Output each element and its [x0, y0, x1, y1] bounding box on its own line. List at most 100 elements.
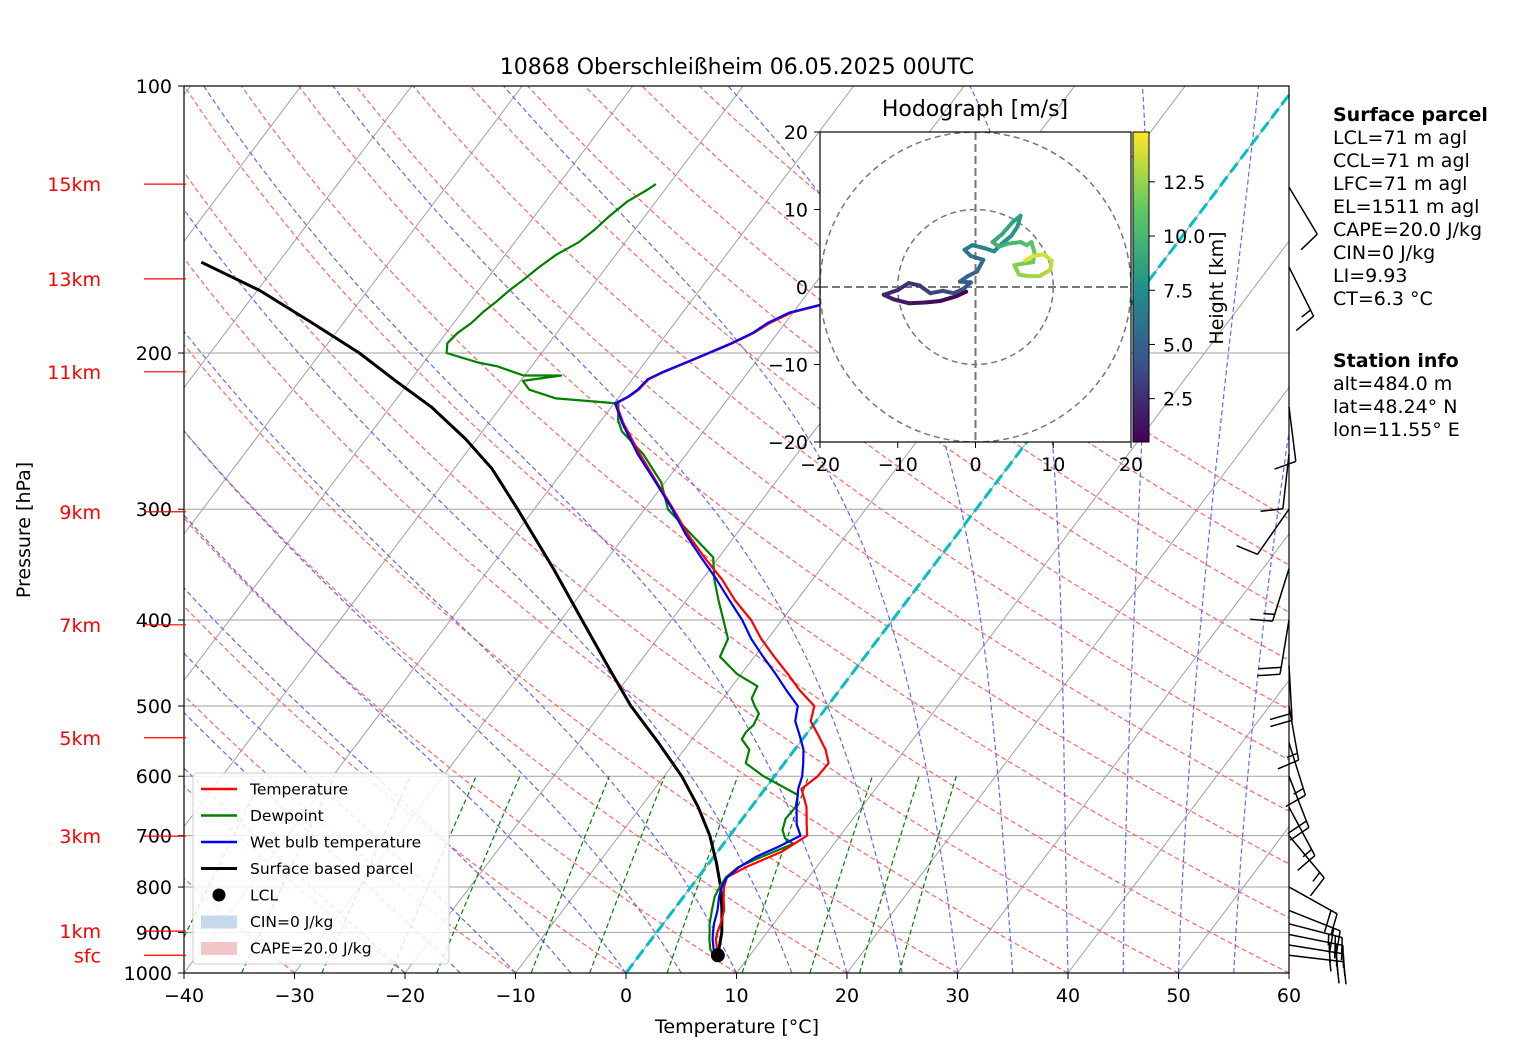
hodograph-segment — [968, 254, 986, 262]
moist-adiabat — [184, 652, 516, 973]
hodograph-segment — [999, 219, 1015, 237]
hodograph-trace — [881, 213, 1054, 306]
legend: Temperature Dewpoint Wet bulb temperature S… — [192, 772, 450, 965]
isotherm-line — [184, 86, 634, 682]
zero-isotherm — [624, 92, 1289, 973]
isotherm-line — [184, 86, 413, 389]
colorbar-tick-label: 10.0 — [1163, 226, 1205, 248]
dry-adiabat — [412, 86, 1289, 761]
wind-barb — [1288, 909, 1341, 954]
colorbar — [1132, 131, 1150, 443]
height-label: 3km — [59, 826, 101, 848]
hodograph-segment — [881, 288, 900, 297]
wind-barb — [1288, 266, 1315, 332]
x-tick-label: −40 — [164, 985, 204, 1007]
surface-parcel-line: CCL=71 m agl — [1333, 150, 1470, 172]
x-tick-label: −30 — [274, 985, 314, 1007]
chart-title: 10868 Oberschleißheim 06.05.2025 00UTC — [500, 55, 975, 80]
mixing-ratio-line — [589, 775, 666, 973]
legend-label: CAPE=20.0 J/kg — [250, 940, 372, 958]
wind-barb — [1288, 933, 1345, 968]
height-label: 7km — [59, 615, 101, 637]
moist-adiabat — [1177, 86, 1260, 973]
wind-barb — [1288, 835, 1325, 897]
legend-label: Temperature — [249, 781, 348, 799]
wind-barb — [1260, 454, 1290, 513]
y-tick-label: 200 — [136, 343, 172, 365]
surface-parcel-line: EL=1511 m agl — [1333, 196, 1480, 218]
y-tick-label: 500 — [136, 696, 172, 718]
dry-adiabat — [698, 86, 1289, 520]
wind-barb — [1236, 508, 1290, 555]
x-axis-label: Temperature [°C] — [654, 1016, 819, 1038]
station-info-line: lat=48.24° N — [1333, 396, 1458, 418]
hodograph-segment — [928, 288, 945, 296]
x-tick-label: 40 — [1056, 985, 1080, 1007]
x-tick-label: −20 — [385, 985, 425, 1007]
legend-swatch-dot — [212, 888, 226, 902]
x-tick-label: 60 — [1277, 985, 1301, 1007]
surface-parcel-line: LCL=71 m agl — [1333, 127, 1468, 149]
series-dewpoint-line — [445, 183, 799, 956]
wind-barb — [1288, 186, 1318, 251]
hodograph-segment — [907, 300, 927, 306]
dry-adiabat — [184, 343, 958, 973]
mixing-ratio-line — [666, 775, 739, 973]
hodograph-segment — [970, 243, 987, 251]
station-info-line: lon=11.55° E — [1333, 419, 1460, 441]
hodograph-y-tick-label: −10 — [768, 355, 808, 377]
moist-adiabat — [203, 86, 848, 973]
wind-barbs — [1236, 186, 1347, 985]
dry-adiabat — [298, 86, 1289, 865]
hodograph: Hodograph [m/s] −20−20 −10 −10 0 0 10 10 20 20 2… — [768, 97, 1228, 476]
wind-barb — [1288, 923, 1343, 961]
colorbar-tick-label: 12.5 — [1163, 172, 1205, 194]
dry-adiabats — [184, 86, 1289, 973]
legend-label: Dewpoint — [250, 807, 324, 825]
hodograph-y-tick-label: 0 — [796, 277, 808, 299]
mixing-ratio-line — [809, 776, 873, 973]
wind-barb — [1288, 886, 1338, 936]
isotherm-line — [184, 86, 302, 243]
colorbar-tick-label: 7.5 — [1163, 280, 1193, 302]
surface-parcel-line: CAPE=20.0 J/kg — [1333, 219, 1483, 241]
y-tick-label: 300 — [136, 499, 172, 521]
mixing-ratio-line — [859, 776, 920, 973]
y-tick-label: 900 — [136, 922, 172, 944]
moist-adiabat — [184, 514, 627, 973]
colorbar-tick-label: 5.0 — [1163, 334, 1193, 356]
station-info-title: Station info — [1333, 350, 1459, 372]
hodograph-segment — [917, 283, 933, 296]
legend-label: Surface based parcel — [250, 860, 413, 878]
lcl-marker — [710, 948, 725, 963]
height-label: sfc — [74, 945, 101, 967]
surface-parcel-line: CT=6.3 °C — [1333, 288, 1433, 310]
station-info-panel: Station info alt=484.0 m lat=48.24° N lo… — [1333, 350, 1460, 442]
hodograph-x-tick-label: 10 — [1041, 454, 1065, 476]
dry-adiabat — [184, 517, 737, 973]
hodograph-x-tick-label: 0 — [969, 454, 981, 476]
height-label: 5km — [59, 728, 101, 750]
hodograph-x-tick-label: 20 — [1119, 454, 1143, 476]
dry-adiabat — [184, 171, 1179, 973]
legend-label: CIN=0 J/kg — [250, 913, 333, 931]
hodograph-ticks: −20−20 −10 −10 0 0 10 10 20 20 — [768, 122, 1143, 476]
isotherm-line — [1067, 679, 1289, 973]
moist-adiabat — [184, 330, 738, 973]
mixing-ratio-line — [898, 776, 957, 973]
dry-adiabat — [184, 257, 1069, 973]
height-label: 13km — [47, 269, 101, 291]
x-axis-ticks: −40 −30 −20 −10 0 10 20 30 40 50 60 — [164, 973, 1301, 1007]
y-tick-label: 600 — [136, 766, 172, 788]
hodograph-segment — [975, 257, 986, 274]
colorbar-label: Height [km] — [1206, 231, 1228, 344]
height-label: 15km — [47, 174, 101, 196]
hodograph-segment — [999, 233, 1014, 246]
y-tick-label: 1000 — [124, 963, 172, 985]
isotherm-line — [846, 386, 1289, 973]
surface-parcel-panel: Surface parcel LCL=71 m agl CCL=71 m agl… — [1333, 104, 1488, 311]
moist-adiabat — [332, 86, 903, 973]
legend-label: Wet bulb temperature — [250, 834, 421, 852]
